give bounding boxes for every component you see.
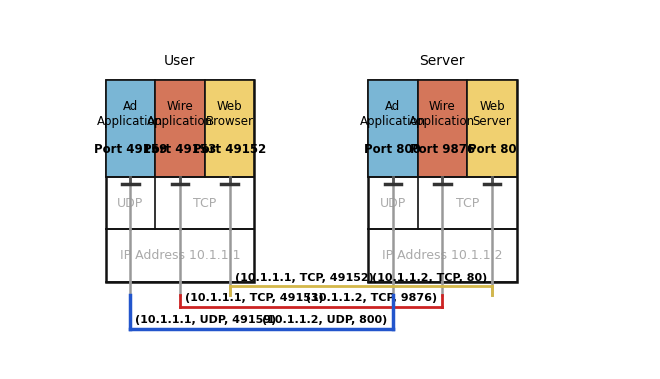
Text: Wire
Application: Wire Application (147, 100, 213, 128)
Text: TCP: TCP (455, 197, 478, 210)
Text: IP Address 10.1.1.1: IP Address 10.1.1.1 (119, 249, 240, 262)
Text: (10.1.1.2, TCP, 9876): (10.1.1.2, TCP, 9876) (306, 293, 437, 303)
Text: Server: Server (419, 54, 465, 68)
Text: Port 49159: Port 49159 (94, 143, 167, 157)
Bar (106, 80, 155, 177)
Text: Port 9876: Port 9876 (410, 143, 475, 157)
Text: Ad
Application: Ad Application (97, 100, 164, 128)
Text: (10.1.1.2, UDP, 800): (10.1.1.2, UDP, 800) (263, 315, 387, 325)
Text: Port 800: Port 800 (364, 143, 421, 157)
Text: UDP: UDP (117, 197, 143, 210)
Bar (205, 80, 254, 177)
Text: TCP: TCP (193, 197, 216, 210)
Bar (368, 80, 418, 177)
Text: Port 49153: Port 49153 (143, 143, 216, 157)
Bar (368, 80, 517, 282)
Text: IP Address 10.1.1.2: IP Address 10.1.1.2 (382, 249, 503, 262)
Text: (10.1.1.1, TCP, 49152): (10.1.1.1, TCP, 49152) (235, 273, 374, 283)
Bar (467, 80, 517, 177)
Bar (418, 80, 467, 177)
Text: Ad
Application: Ad Application (360, 100, 426, 128)
Text: (10.1.1.2, TCP, 80): (10.1.1.2, TCP, 80) (372, 273, 487, 283)
Bar (106, 80, 254, 282)
Text: (10.1.1.1, TCP, 49153): (10.1.1.1, TCP, 49153) (185, 293, 323, 303)
Text: Port 49152: Port 49152 (193, 143, 266, 157)
Text: (10.1.1.1, UDP, 49159): (10.1.1.1, UDP, 49159) (135, 315, 277, 325)
Text: Web
Browser: Web Browser (205, 100, 253, 128)
Text: Wire
Application: Wire Application (409, 100, 475, 128)
Text: UDP: UDP (379, 197, 406, 210)
Text: User: User (164, 54, 195, 68)
Text: Web
Server: Web Server (473, 100, 512, 128)
Text: Port 80: Port 80 (468, 143, 516, 157)
Bar (155, 80, 205, 177)
